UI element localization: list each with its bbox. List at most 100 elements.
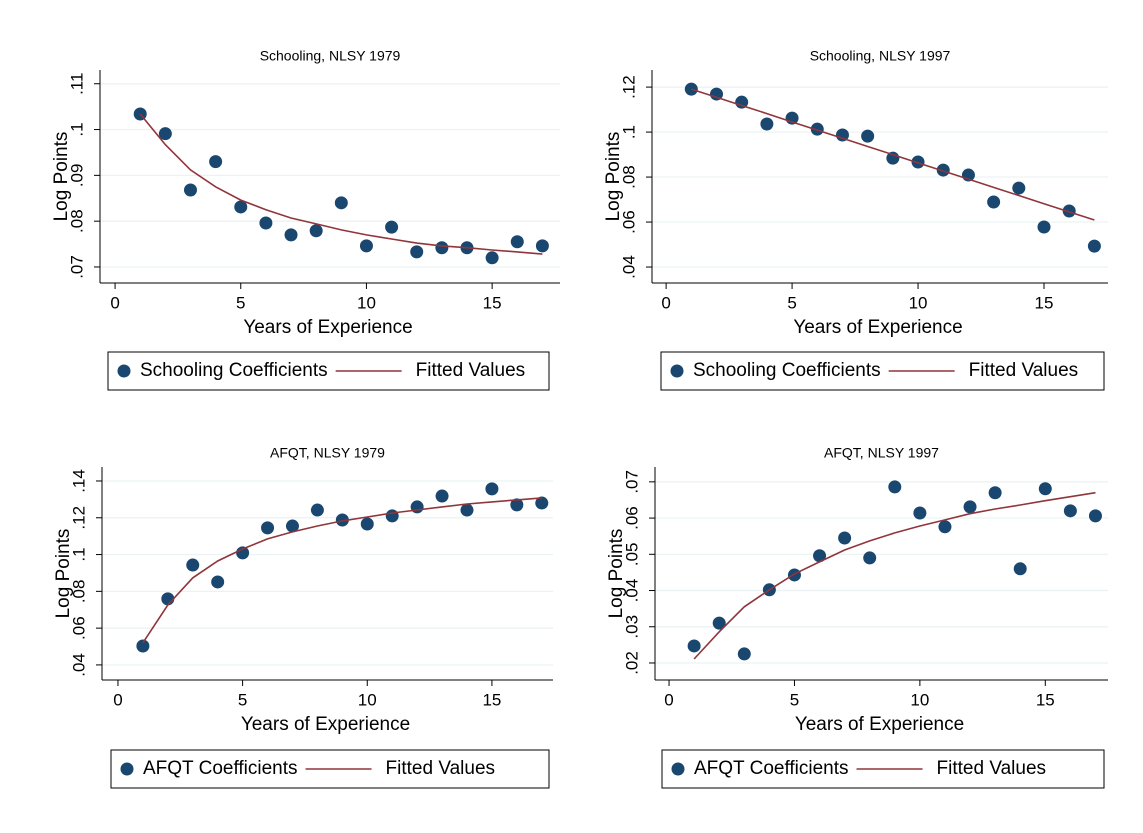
data-point — [385, 220, 399, 234]
y-tick-label: .1 — [69, 547, 88, 561]
x-tick-label: 5 — [790, 690, 799, 709]
y-tick-label: .06 — [619, 210, 638, 234]
data-point — [535, 496, 549, 510]
data-point — [987, 195, 1001, 209]
data-point — [334, 196, 348, 210]
y-tick-label: .1 — [619, 125, 638, 139]
data-point — [737, 647, 751, 661]
legend-label: Schooling Coefficients — [693, 360, 881, 381]
legend-label: Schooling Coefficients — [140, 360, 328, 381]
x-tick-label: 15 — [482, 690, 501, 709]
data-point — [1087, 239, 1101, 253]
x-tick-label: 15 — [1035, 293, 1054, 312]
data-point — [888, 480, 902, 494]
data-point — [1037, 220, 1051, 234]
x-tick-label: 10 — [910, 690, 929, 709]
data-point — [813, 549, 827, 563]
legend-label: Fitted Values — [386, 758, 495, 779]
y-axis-label: Log Points — [603, 132, 624, 222]
data-point — [259, 216, 273, 230]
data-point — [1062, 204, 1076, 218]
data-point — [963, 500, 977, 514]
y-tick-label: .08 — [69, 580, 88, 604]
data-point — [158, 127, 172, 141]
legend-label: Fitted Values — [969, 360, 1078, 381]
x-axis-label: Years of Experience — [241, 714, 410, 735]
data-point — [988, 486, 1002, 500]
fitted-line — [142, 497, 542, 644]
y-tick-label: .12 — [619, 75, 638, 99]
x-tick-label: 5 — [236, 293, 245, 312]
data-point — [1063, 504, 1077, 518]
data-point — [211, 575, 225, 589]
legend-marker — [117, 364, 131, 378]
y-tick-label: .04 — [619, 255, 638, 279]
data-point — [510, 498, 524, 512]
y-tick-label: .05 — [622, 542, 641, 566]
data-point — [335, 513, 349, 527]
data-point — [186, 558, 200, 572]
legend-marker — [670, 364, 684, 378]
y-axis-label: Log Points — [53, 529, 74, 619]
data-point — [913, 506, 927, 520]
y-tick-label: .04 — [622, 579, 641, 603]
chart-title: Schooling, NLSY 1997 — [810, 48, 951, 64]
data-point — [234, 200, 248, 214]
x-tick-label: 10 — [909, 293, 928, 312]
x-tick-label: 10 — [358, 690, 377, 709]
data-point — [863, 551, 877, 565]
y-tick-label: .02 — [622, 651, 641, 675]
y-tick-label: .08 — [67, 209, 86, 233]
y-tick-label: .07 — [67, 255, 86, 279]
data-point — [309, 224, 323, 238]
chart-title: AFQT, NLSY 1979 — [270, 445, 385, 461]
data-point — [838, 531, 852, 545]
data-point — [810, 122, 824, 136]
data-point — [209, 155, 223, 169]
x-axis-label: Years of Experience — [793, 317, 962, 338]
data-point — [285, 519, 299, 533]
legend-box — [660, 351, 1105, 391]
x-axis-label: Years of Experience — [795, 714, 964, 735]
y-tick-label: .09 — [67, 164, 86, 188]
y-tick-label: .06 — [69, 616, 88, 640]
chart-title: Schooling, NLSY 1979 — [260, 48, 401, 64]
data-point — [938, 520, 952, 534]
x-tick-label: 5 — [787, 293, 796, 312]
fitted-line — [693, 491, 1096, 660]
y-tick-label: .14 — [69, 469, 88, 493]
data-point — [735, 95, 749, 109]
y-axis-label: Log Points — [606, 529, 627, 619]
data-point — [284, 228, 298, 242]
data-point — [460, 503, 474, 517]
legend-marker — [671, 762, 685, 776]
y-tick-label: .11 — [67, 73, 86, 95]
data-point — [861, 129, 875, 143]
legend-box — [661, 749, 1105, 789]
data-point — [410, 500, 424, 514]
x-tick-label: 0 — [113, 690, 122, 709]
data-point — [1013, 562, 1027, 576]
x-axis-label: Years of Experience — [243, 317, 412, 338]
x-tick-label: 10 — [357, 293, 376, 312]
data-point — [435, 489, 449, 503]
legend-marker — [120, 762, 134, 776]
data-point — [385, 509, 399, 523]
y-tick-label: .06 — [622, 506, 641, 530]
fitted-line — [139, 113, 543, 255]
data-point — [136, 639, 150, 653]
data-point — [1038, 482, 1052, 496]
y-tick-label: .12 — [69, 506, 88, 530]
legend-label: Fitted Values — [937, 758, 1046, 779]
x-tick-label: 0 — [664, 690, 673, 709]
chart-title: AFQT, NLSY 1997 — [824, 445, 939, 461]
data-point — [1088, 509, 1102, 523]
x-tick-label: 0 — [110, 293, 119, 312]
data-point — [485, 482, 499, 496]
data-point — [510, 235, 524, 249]
data-point — [183, 183, 197, 197]
y-tick-label: .03 — [622, 615, 641, 639]
y-tick-label: .1 — [67, 122, 86, 136]
data-point — [410, 245, 424, 259]
